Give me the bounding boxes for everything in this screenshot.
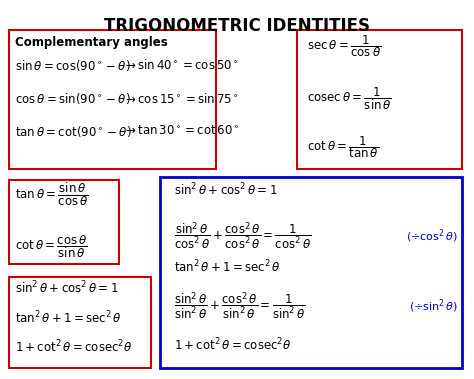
Text: $\cot\theta = \dfrac{\cos\theta}{\sin\theta}$: $\cot\theta = \dfrac{\cos\theta}{\sin\th… (15, 234, 88, 260)
Text: $\rightarrow \tan 30^\circ = \cot 60^\circ$: $\rightarrow \tan 30^\circ = \cot 60^\ci… (123, 125, 239, 138)
Text: $\cos\theta = \sin(90^\circ - \theta)$: $\cos\theta = \sin(90^\circ - \theta)$ (15, 91, 131, 106)
Text: Complementary angles: Complementary angles (15, 36, 168, 50)
Text: $\rightarrow \sin 40^\circ = \cos 50^\circ$: $\rightarrow \sin 40^\circ = \cos 50^\ci… (123, 58, 239, 72)
Text: $1 + \cot^2\theta = \mathrm{cosec}^2\theta$: $1 + \cot^2\theta = \mathrm{cosec}^2\the… (174, 337, 292, 354)
FancyBboxPatch shape (9, 180, 119, 264)
FancyBboxPatch shape (160, 177, 462, 368)
Text: $\tan^2\theta + 1 = \sec^2\theta$: $\tan^2\theta + 1 = \sec^2\theta$ (174, 259, 281, 276)
Text: $\mathrm{cosec}\,\theta = \dfrac{1}{\sin\theta}$: $\mathrm{cosec}\,\theta = \dfrac{1}{\sin… (307, 85, 392, 112)
Text: $\sin^2\theta + \cos^2\theta = 1$: $\sin^2\theta + \cos^2\theta = 1$ (174, 181, 278, 198)
Text: $\dfrac{\sin^2\theta}{\sin^2\theta} + \dfrac{\cos^2\theta}{\sin^2\theta} = \dfra: $\dfrac{\sin^2\theta}{\sin^2\theta} + \d… (174, 291, 306, 322)
Text: $\dfrac{\sin^2\theta}{\cos^2\theta} + \dfrac{\cos^2\theta}{\cos^2\theta} = \dfra: $\dfrac{\sin^2\theta}{\cos^2\theta} + \d… (174, 220, 312, 252)
FancyBboxPatch shape (9, 30, 216, 169)
FancyBboxPatch shape (9, 277, 151, 368)
Text: $\cot\theta = \dfrac{1}{\tan\theta}$: $\cot\theta = \dfrac{1}{\tan\theta}$ (307, 134, 379, 160)
Text: $\rightarrow \cos 15^\circ = \sin 75^\circ$: $\rightarrow \cos 15^\circ = \sin 75^\ci… (123, 91, 239, 105)
Text: $\tan\theta = \cot(90^\circ - \theta)$: $\tan\theta = \cot(90^\circ - \theta)$ (15, 124, 132, 139)
Text: $\tan\theta = \dfrac{\sin\theta}{\cos\theta}$: $\tan\theta = \dfrac{\sin\theta}{\cos\th… (15, 182, 89, 208)
Text: $\sin^2\theta + \cos^2\theta = 1$: $\sin^2\theta + \cos^2\theta = 1$ (15, 280, 118, 296)
Text: $(\div \cos^2\theta)$: $(\div \cos^2\theta)$ (406, 227, 458, 245)
Text: $\sec\theta = \dfrac{1}{\cos\theta}$: $\sec\theta = \dfrac{1}{\cos\theta}$ (307, 34, 381, 60)
Text: $(\div \sin^2\theta)$: $(\div \sin^2\theta)$ (409, 298, 458, 315)
Text: $\tan^2\theta + 1 = \sec^2\theta$: $\tan^2\theta + 1 = \sec^2\theta$ (15, 309, 122, 326)
FancyBboxPatch shape (297, 30, 462, 169)
Text: $1 + \cot^2\theta = \mathrm{cosec}^2\theta$: $1 + \cot^2\theta = \mathrm{cosec}^2\the… (15, 339, 132, 356)
Text: TRIGONOMETRIC IDENTITIES: TRIGONOMETRIC IDENTITIES (104, 17, 370, 35)
Text: $\sin\theta = \cos(90^\circ - \theta)$: $\sin\theta = \cos(90^\circ - \theta)$ (15, 58, 131, 72)
